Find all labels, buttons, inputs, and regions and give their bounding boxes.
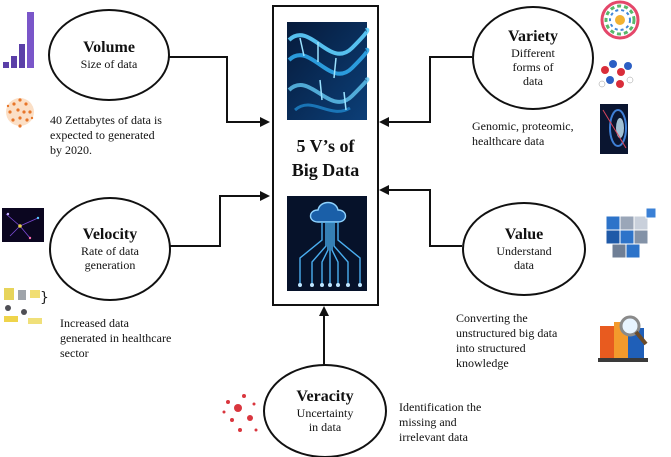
volume-note-line-3: by 2020. [50,143,92,157]
velocity-note-line-3: sector [60,346,89,360]
veracity-title: Veracity [296,388,354,405]
veracity-sub-line-2: in data [308,420,342,434]
veracity-note-line-3: irrelevant data [399,430,468,444]
veracity-note: Identification the missing and irrelevan… [399,400,481,445]
bar-chart-icon [3,12,34,68]
value-note-line-4: knowledge [456,356,509,370]
color-wheel-icon [600,0,640,40]
variety-note-line-2: healthcare data [472,134,545,148]
volume-title: Volume [83,39,135,56]
center-title-line1: 5 V’s of [296,136,355,156]
arrow-velocity [168,191,270,247]
volume-node: Volume Size of data [48,9,170,101]
particle-sphere-icon [6,98,34,128]
veracity-note-line-2: missing and [399,415,457,429]
value-note: Converting the unstructured big data int… [456,311,557,371]
volume-note-line-2: expected to generated [50,128,155,142]
velocity-sub-line-2: generation [84,258,136,272]
veracity-node: Veracity Uncertainty in data [263,364,387,457]
variety-note-line-1: Genomic, proteomic, [472,119,574,133]
velocity-note-line-2: generated in healthcare [60,331,172,345]
velocity-node: Velocity Rate of data generation [49,197,171,301]
variety-node: Variety Different forms of data [472,6,594,110]
value-title: Value [504,226,544,243]
velocity-note: Increased data generated in healthcare s… [60,316,171,361]
scatter-dots-icon [222,394,258,432]
center-title: 5 V’s of Big Data [272,134,379,182]
arrow-variety [379,56,472,127]
value-sub-line-1: Understand [496,244,552,258]
variety-title: Variety [507,28,559,45]
variety-sub-line-3: data [523,74,543,88]
velocity-note-line-1: Increased data [60,316,129,330]
value-note-line-3: into structured [456,341,526,355]
cubes-icon [605,207,657,259]
folders-magnifier-icon [598,315,648,362]
value-note-line-2: unstructured big data [456,326,558,340]
value-sub-line-2: data [514,258,534,272]
volume-note: 40 Zettabytes of data is expected to gen… [50,113,162,158]
molecule-icon [598,60,634,88]
value-note-line-1: Converting the [456,311,528,325]
volume-sub-line: Size of data [80,57,138,71]
variety-sub-line-1: Different [511,46,555,60]
network-image-icon [2,208,44,242]
veracity-sub-line-1: Uncertainty [296,406,354,420]
center-title-line2: Big Data [291,160,360,180]
velocity-sub-line-1: Rate of data [81,244,139,258]
variety-note: Genomic, proteomic, healthcare data [472,119,574,149]
svg-text:}: } [40,290,49,306]
light-tunnel-icon [600,104,628,154]
velocity-title: Velocity [82,226,138,243]
variety-sub-line-2: forms of [512,60,554,74]
arrow-value [379,185,462,247]
volume-note-line-1: 40 Zettabytes of data is [50,113,162,127]
veracity-note-line-1: Identification the [399,400,482,414]
people-graphic-icon: } [4,288,49,324]
value-node: Value Understand data [462,202,586,296]
arrow-volume [168,56,270,127]
